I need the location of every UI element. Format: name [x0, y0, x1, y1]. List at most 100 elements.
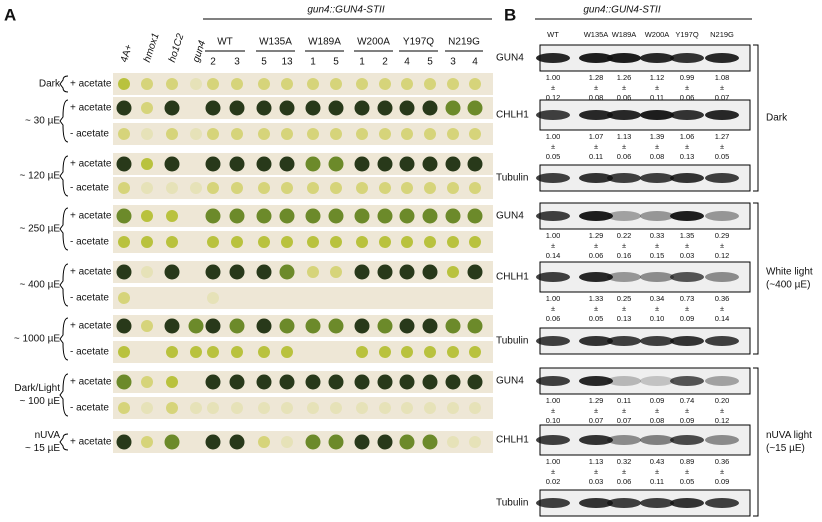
spot [256, 156, 272, 172]
spot [330, 402, 342, 414]
condition-label: ~ 250 µE [19, 224, 60, 235]
band [607, 110, 641, 120]
medium-label: - acetate [70, 183, 109, 194]
pm: ± [551, 142, 555, 151]
strain-label: 4A+ [119, 43, 135, 64]
strain-label: ho1C2 [167, 32, 187, 64]
pm: ± [685, 241, 689, 250]
spot [422, 156, 438, 172]
spot [401, 78, 413, 90]
spot [467, 100, 483, 116]
medium-label: - acetate [70, 403, 109, 414]
spot [445, 374, 461, 390]
spot [118, 292, 130, 304]
plate [113, 177, 493, 199]
spot [256, 208, 272, 224]
spot [256, 374, 272, 390]
pm: ± [655, 304, 659, 313]
spot [330, 78, 342, 90]
line-label: 4 [404, 57, 410, 68]
sd-value: 0.11 [650, 93, 664, 102]
mean-value: 1.00 [546, 132, 561, 141]
band [670, 53, 704, 63]
sd-value: 0.07 [715, 93, 730, 102]
band [536, 110, 570, 120]
spot [379, 78, 391, 90]
pm: ± [685, 406, 689, 415]
spot [258, 346, 270, 358]
pm: ± [594, 406, 598, 415]
spot [116, 208, 132, 224]
pm: ± [622, 83, 626, 92]
spot [164, 264, 180, 280]
spot [116, 434, 132, 450]
mean-value: 0.11 [617, 396, 631, 405]
medium-label: + acetate [70, 79, 112, 90]
spot [141, 266, 153, 278]
spot [166, 128, 178, 140]
sd-value: 0.12 [546, 93, 561, 102]
band [640, 272, 674, 282]
spot [164, 156, 180, 172]
spot [279, 374, 295, 390]
spot [281, 236, 293, 248]
spot [422, 264, 438, 280]
band [705, 272, 739, 282]
plate [113, 73, 493, 95]
spot [422, 374, 438, 390]
spot [258, 402, 270, 414]
plate [113, 287, 493, 309]
spot [205, 100, 221, 116]
mean-value: 0.20 [715, 396, 730, 405]
spot [207, 402, 219, 414]
spot [207, 292, 219, 304]
spot [190, 128, 202, 140]
spot [229, 208, 245, 224]
spot [447, 236, 459, 248]
spot [356, 236, 368, 248]
spot [424, 78, 436, 90]
spot [401, 182, 413, 194]
spot [256, 318, 272, 334]
panel-label: A [4, 5, 16, 24]
spot [307, 402, 319, 414]
band [536, 435, 570, 445]
sd-value: 0.15 [650, 251, 665, 260]
sd-value: 0.16 [617, 251, 632, 260]
spot [141, 128, 153, 140]
medium-label: + acetate [70, 267, 112, 278]
band [670, 272, 704, 282]
spot [377, 434, 393, 450]
brace [59, 263, 69, 307]
spot [166, 236, 178, 248]
spot [379, 128, 391, 140]
spot [231, 402, 243, 414]
spot [469, 236, 481, 248]
sd-value: 0.10 [650, 314, 665, 323]
spot [307, 266, 319, 278]
band [536, 336, 570, 346]
sd-value: 0.05 [546, 152, 561, 161]
mean-value: 0.74 [680, 396, 695, 405]
spot [229, 264, 245, 280]
sd-value: 0.06 [680, 93, 695, 102]
pm: ± [655, 241, 659, 250]
spot [188, 318, 204, 334]
mean-value: 1.00 [546, 294, 561, 303]
spot [328, 434, 344, 450]
medium-label: - acetate [70, 129, 109, 140]
spot [377, 100, 393, 116]
band [705, 211, 739, 221]
spot [166, 78, 178, 90]
medium-label: + acetate [70, 103, 112, 114]
spot [258, 436, 270, 448]
line-label: 4 [472, 57, 478, 68]
spot [354, 100, 370, 116]
bracket [753, 202, 759, 355]
line-label: 5 [427, 57, 433, 68]
mean-value: 0.36 [715, 294, 730, 303]
band [607, 435, 641, 445]
spot [377, 374, 393, 390]
band [640, 53, 674, 63]
spot [281, 436, 293, 448]
